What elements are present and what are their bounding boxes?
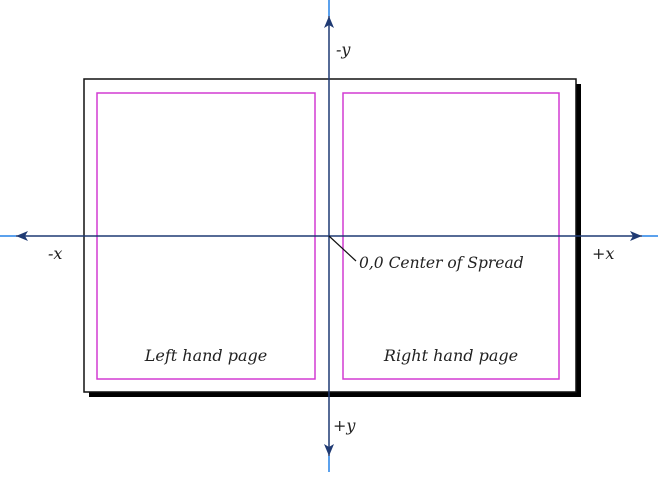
y-axis-bottom-arrowhead [324,444,334,456]
right-page-label: Right hand page [383,346,518,365]
origin-leader-line [328,235,357,262]
pos-y-label: +y [333,416,356,435]
y-axis-top-arrowhead [324,16,334,28]
origin-label: 0,0 Center of Spread [359,254,524,272]
neg-x-label: -x [48,244,62,263]
neg-y-label: -y [336,40,351,59]
pos-x-label: +x [592,244,614,263]
x-axis-left-arrowhead [16,231,28,241]
left-page-label: Left hand page [144,346,268,365]
x-axis-right-arrowhead [630,231,642,241]
